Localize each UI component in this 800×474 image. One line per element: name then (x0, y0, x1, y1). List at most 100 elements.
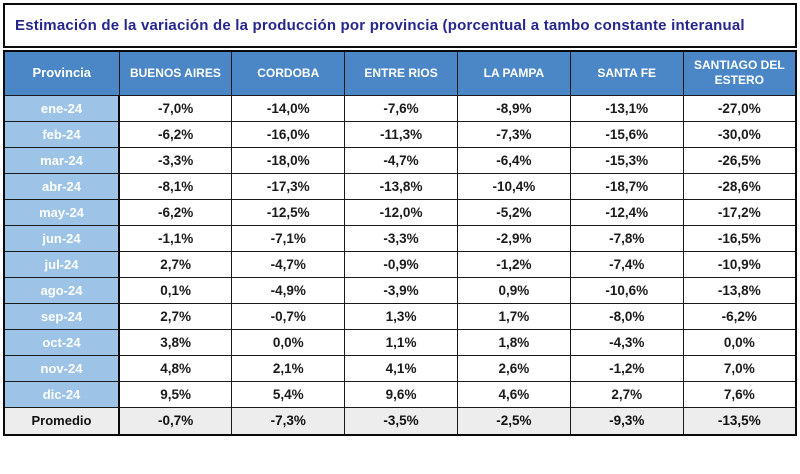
data-cell: -7,0% (118, 94, 233, 122)
data-cell: 1,8% (456, 328, 571, 356)
column-header: LA PAMPA (456, 50, 571, 96)
table-row: dic-24 9,5% 5,4% 9,6% 4,6% 2,7% 7,6% (3, 380, 797, 408)
data-cell: -2,9% (456, 224, 571, 252)
data-cell: -10,6% (569, 276, 684, 304)
column-header: BUENOS AIRES (118, 50, 233, 96)
data-cell: 4,8% (118, 354, 233, 382)
month-row-header: dic-24 (3, 380, 120, 408)
data-cell: 4,6% (456, 380, 571, 408)
data-cell: -7,3% (456, 120, 571, 148)
summary-row: Promedio -0,7% -7,3% -3,5% -2,5% -9,3% -13,5% (3, 406, 797, 436)
page-title: Estimación de la variación de la producc… (15, 17, 745, 34)
data-cell: -13,1% (569, 94, 684, 122)
data-cell: -1,1% (118, 224, 233, 252)
data-cell: -3,3% (344, 224, 458, 252)
summary-cell: -3,5% (344, 406, 458, 436)
data-cell: -3,3% (118, 146, 233, 174)
data-cell: 9,6% (344, 380, 458, 408)
data-cell: -1,2% (456, 250, 571, 278)
month-row-header: nov-24 (3, 354, 120, 382)
data-cell: -6,2% (118, 120, 233, 148)
data-cell: -0,9% (344, 250, 458, 278)
data-cell: -6,4% (456, 146, 571, 174)
column-header: CORDOBA (231, 50, 346, 96)
month-row-header: abr-24 (3, 172, 120, 200)
month-row-header: may-24 (3, 198, 120, 226)
corner-header: Provincia (3, 50, 120, 96)
month-row-header: feb-24 (3, 120, 120, 148)
data-cell: 7,6% (682, 380, 797, 408)
title-box: Estimación de la variación de la producc… (3, 3, 797, 48)
data-cell: -12,5% (231, 198, 346, 226)
data-cell: -5,2% (456, 198, 571, 226)
table-row: ene-24 -7,0% -14,0% -7,6% -8,9% -13,1% -27,0% (3, 94, 797, 122)
summary-cell: -0,7% (118, 406, 233, 436)
data-cell: 2,7% (118, 250, 233, 278)
data-cell: -18,0% (231, 146, 346, 174)
data-cell: -10,4% (456, 172, 571, 200)
data-cell: -28,6% (682, 172, 797, 200)
table-row: oct-24 3,8% 0,0% 1,1% 1,8% -4,3% 0,0% (3, 328, 797, 356)
month-row-header: sep-24 (3, 302, 120, 330)
data-cell: -16,0% (231, 120, 346, 148)
data-cell: -17,3% (231, 172, 346, 200)
data-cell: 4,1% (344, 354, 458, 382)
data-cell: -3,9% (344, 276, 458, 304)
table-row: may-24 -6,2% -12,5% -12,0% -5,2% -12,4% -17,2% (3, 198, 797, 226)
data-cell: -14,0% (231, 94, 346, 122)
data-cell: -26,5% (682, 146, 797, 174)
report-frame: Estimación de la variación de la producc… (3, 3, 797, 436)
data-cell: -1,2% (569, 354, 684, 382)
data-cell: -7,8% (569, 224, 684, 252)
data-cell: 9,5% (118, 380, 233, 408)
data-cell: 1,1% (344, 328, 458, 356)
table-header: Provincia BUENOS AIRES CORDOBA ENTRE RIOS L… (3, 50, 797, 96)
data-cell: -18,7% (569, 172, 684, 200)
table-row: feb-24 -6,2% -16,0% -11,3% -7,3% -15,6% -30,0% (3, 120, 797, 148)
summary-cell: -2,5% (456, 406, 571, 436)
data-cell: -4,7% (344, 146, 458, 174)
summary-row-label: Promedio (3, 406, 120, 436)
month-row-header: mar-24 (3, 146, 120, 174)
month-row-header: ene-24 (3, 94, 120, 122)
data-cell: -8,1% (118, 172, 233, 200)
production-variation-table: Provincia BUENOS AIRES CORDOBA ENTRE RIOS L… (3, 50, 797, 436)
column-header: SANTIAGO DEL ESTERO (682, 50, 797, 96)
data-cell: -15,6% (569, 120, 684, 148)
data-cell: 7,0% (682, 354, 797, 382)
table-footer: Promedio -0,7% -7,3% -3,5% -2,5% -9,3% -13,5% (3, 406, 797, 436)
data-cell: -6,2% (682, 302, 797, 330)
summary-cell: -13,5% (682, 406, 797, 436)
data-cell: 1,7% (456, 302, 571, 330)
summary-cell: -9,3% (569, 406, 684, 436)
data-cell: 2,6% (456, 354, 571, 382)
data-cell: -12,0% (344, 198, 458, 226)
data-cell: -13,8% (682, 276, 797, 304)
month-row-header: jul-24 (3, 250, 120, 278)
data-cell: -4,9% (231, 276, 346, 304)
data-cell: -4,7% (231, 250, 346, 278)
data-cell: 0,0% (682, 328, 797, 356)
data-cell: -12,4% (569, 198, 684, 226)
data-cell: 5,4% (231, 380, 346, 408)
data-cell: 2,7% (569, 380, 684, 408)
column-header: ENTRE RIOS (344, 50, 458, 96)
table-row: jul-24 2,7% -4,7% -0,9% -1,2% -7,4% -10,9% (3, 250, 797, 278)
data-cell: -13,8% (344, 172, 458, 200)
month-row-header: oct-24 (3, 328, 120, 356)
data-cell: -30,0% (682, 120, 797, 148)
table-row: jun-24 -1,1% -7,1% -3,3% -2,9% -7,8% -16,5% (3, 224, 797, 252)
data-cell: -10,9% (682, 250, 797, 278)
data-cell: -7,4% (569, 250, 684, 278)
data-cell: 2,7% (118, 302, 233, 330)
month-row-header: ago-24 (3, 276, 120, 304)
data-cell: 3,8% (118, 328, 233, 356)
data-cell: -7,1% (231, 224, 346, 252)
data-cell: 1,3% (344, 302, 458, 330)
header-row: Provincia BUENOS AIRES CORDOBA ENTRE RIOS L… (3, 50, 797, 96)
table-body: ene-24 -7,0% -14,0% -7,6% -8,9% -13,1% -27,0% f… (3, 94, 797, 408)
data-cell: -16,5% (682, 224, 797, 252)
data-cell: -8,0% (569, 302, 684, 330)
table-row: sep-24 2,7% -0,7% 1,3% 1,7% -8,0% -6,2% (3, 302, 797, 330)
summary-cell: -7,3% (231, 406, 346, 436)
